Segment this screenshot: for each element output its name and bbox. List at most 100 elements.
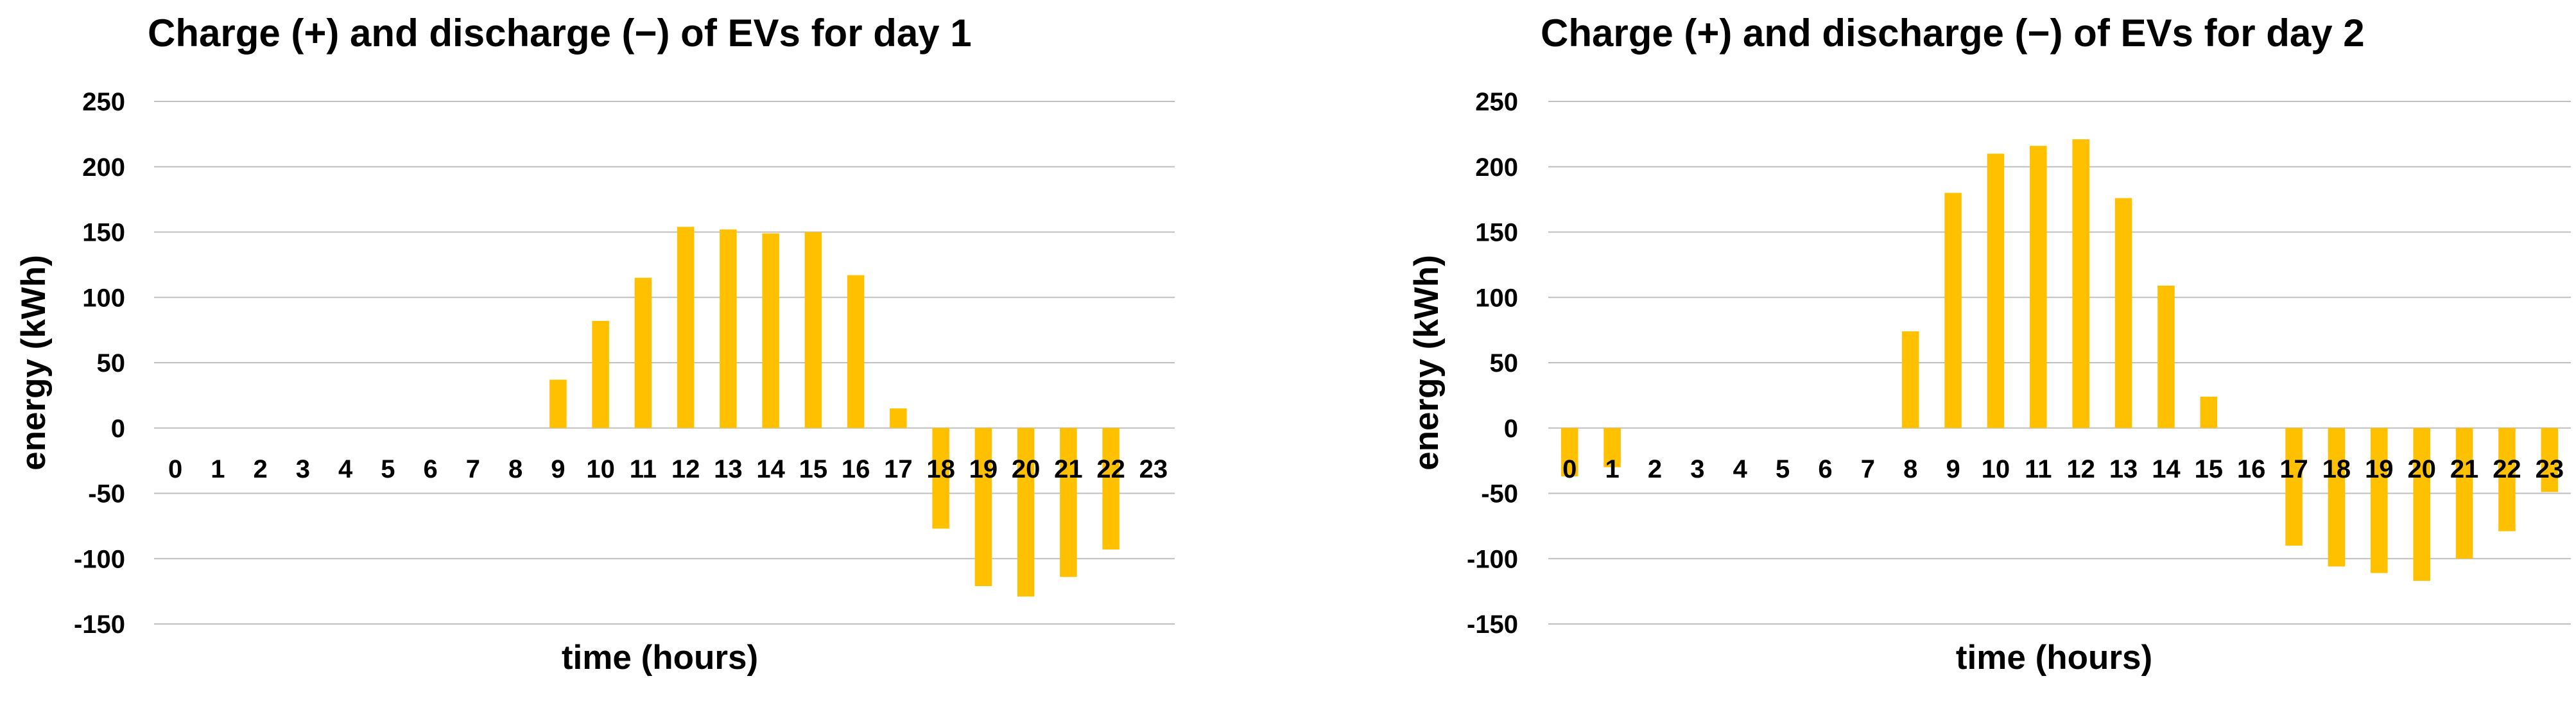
chart-day-1: Charge (+) and discharge (−) of EVs for … [15, 12, 1175, 677]
chart-day-1-x-axis: 0 1 2 3 4 5 6 7 8 9 10 11 12 13 14 15 16 17 18 19 20 21 22 23 [168, 455, 1168, 483]
bar-hour-10 [592, 320, 609, 428]
bar-hour-20 [1017, 428, 1035, 597]
x-tick-label: 22 [1096, 455, 1125, 483]
x-tick-label: 14 [756, 455, 785, 483]
bar-hour-19 [974, 428, 992, 586]
x-tick-label: 7 [466, 455, 480, 483]
bar-hour-9 [549, 379, 567, 428]
chart-day-1-bars [549, 227, 1119, 597]
bar-hour-16 [847, 275, 865, 428]
chart-day-2-x-axis: 0 1 2 3 4 5 6 7 8 9 10 11 12 13 14 15 16 17 18 19 20 21 22 23 [1562, 455, 2564, 483]
x-tick-label: 1 [1605, 455, 1619, 483]
chart-day-2-y-axis-label: energy (kWh) [1408, 255, 1446, 471]
x-tick-label: 23 [1139, 455, 1168, 483]
x-tick-label: 10 [1982, 455, 2010, 483]
x-tick-label: 5 [1776, 455, 1790, 483]
y-tick-label: 50 [1490, 349, 1519, 377]
x-tick-label: 22 [2493, 455, 2521, 483]
bar-hour-18 [2328, 428, 2346, 567]
x-tick-label: 9 [551, 455, 565, 483]
x-tick-label: 3 [296, 455, 310, 483]
bar-hour-12 [677, 227, 695, 428]
bar-hour-22 [2498, 428, 2516, 532]
chart-day-2-bars [1560, 139, 2559, 581]
x-tick-label: 4 [338, 455, 353, 483]
y-tick-label: 150 [1475, 219, 1518, 247]
y-tick-label: -150 [1467, 610, 1518, 639]
bar-hour-11 [2030, 146, 2047, 428]
y-tick-label: 250 [82, 88, 125, 116]
x-tick-label: 13 [714, 455, 743, 483]
x-tick-label: 18 [926, 455, 955, 483]
x-tick-label: 18 [2322, 455, 2351, 483]
chart-day-2-x-axis-label: time (hours) [1956, 639, 2152, 677]
x-tick-label: 19 [969, 455, 998, 483]
x-tick-label: 16 [2237, 455, 2266, 483]
x-tick-label: 2 [254, 455, 268, 483]
x-tick-label: 17 [2279, 455, 2308, 483]
x-tick-label: 2 [1648, 455, 1662, 483]
chart-day-1-gridlines [154, 101, 1175, 625]
chart-day-2-gridlines [1548, 101, 2571, 625]
x-tick-label: 14 [2152, 455, 2181, 483]
y-tick-label: 100 [82, 284, 125, 312]
bar-hour-21 [2455, 428, 2473, 559]
chart-day-2-title: Charge (+) and discharge (−) of EVs for … [1541, 12, 2365, 55]
y-tick-label: 100 [1475, 284, 1518, 312]
x-tick-label: 7 [1861, 455, 1875, 483]
chart-day-1-title: Charge (+) and discharge (−) of EVs for … [148, 12, 972, 55]
x-tick-label: 5 [381, 455, 395, 483]
x-tick-label: 0 [1562, 455, 1577, 483]
x-tick-label: 1 [211, 455, 225, 483]
bar-hour-13 [2114, 198, 2132, 428]
x-tick-label: 8 [1903, 455, 1917, 483]
bar-hour-19 [2371, 428, 2388, 573]
bar-hour-10 [1987, 153, 2005, 428]
bar-hour-11 [634, 277, 652, 428]
y-tick-label: -100 [1467, 545, 1518, 573]
x-tick-label: 21 [2450, 455, 2479, 483]
x-tick-label: 20 [2407, 455, 2436, 483]
x-tick-label: 20 [1012, 455, 1041, 483]
x-tick-label: 17 [884, 455, 913, 483]
y-tick-label: 0 [111, 415, 125, 443]
x-tick-label: 4 [1733, 455, 1748, 483]
bar-hour-21 [1060, 428, 1077, 577]
bar-hour-12 [2072, 139, 2089, 428]
x-tick-label: 9 [1946, 455, 1960, 483]
x-tick-label: 15 [799, 455, 828, 483]
chart-day-1-x-axis-label: time (hours) [562, 639, 758, 677]
bar-hour-17 [2285, 428, 2303, 546]
bar-hour-9 [1944, 193, 1962, 428]
y-tick-label: 200 [1475, 153, 1518, 182]
y-tick-label: -150 [74, 610, 125, 639]
chart-day-1-y-axis: -150 -100 -50 0 50 100 150 200 250 [74, 88, 125, 639]
bar-hour-14 [2157, 285, 2175, 428]
y-tick-label: 50 [97, 349, 126, 377]
x-tick-label: 21 [1054, 455, 1083, 483]
y-tick-label: 200 [82, 153, 125, 182]
bar-hour-14 [762, 233, 779, 428]
bar-hour-15 [804, 232, 822, 428]
x-tick-label: 3 [1690, 455, 1704, 483]
x-tick-label: 15 [2195, 455, 2224, 483]
x-tick-label: 8 [508, 455, 523, 483]
x-tick-label: 16 [842, 455, 870, 483]
y-tick-label: 150 [82, 219, 125, 247]
bar-hour-20 [2413, 428, 2430, 581]
bar-hour-13 [720, 229, 737, 428]
y-tick-label: -50 [88, 480, 125, 508]
x-tick-label: 6 [424, 455, 438, 483]
x-tick-label: 23 [2536, 455, 2564, 483]
y-tick-label: 250 [1475, 88, 1518, 116]
x-tick-label: 11 [2025, 455, 2052, 483]
x-tick-label: 19 [2365, 455, 2394, 483]
bar-hour-15 [2200, 396, 2218, 428]
bar-hour-0 [1560, 428, 1578, 477]
chart-day-2-y-axis: -150 -100 -50 0 50 100 150 200 250 [1467, 88, 1518, 639]
bar-hour-8 [1901, 331, 1919, 428]
x-tick-label: 6 [1818, 455, 1832, 483]
x-tick-label: 10 [586, 455, 615, 483]
chart-day-1-y-axis-label: energy (kWh) [15, 255, 53, 471]
